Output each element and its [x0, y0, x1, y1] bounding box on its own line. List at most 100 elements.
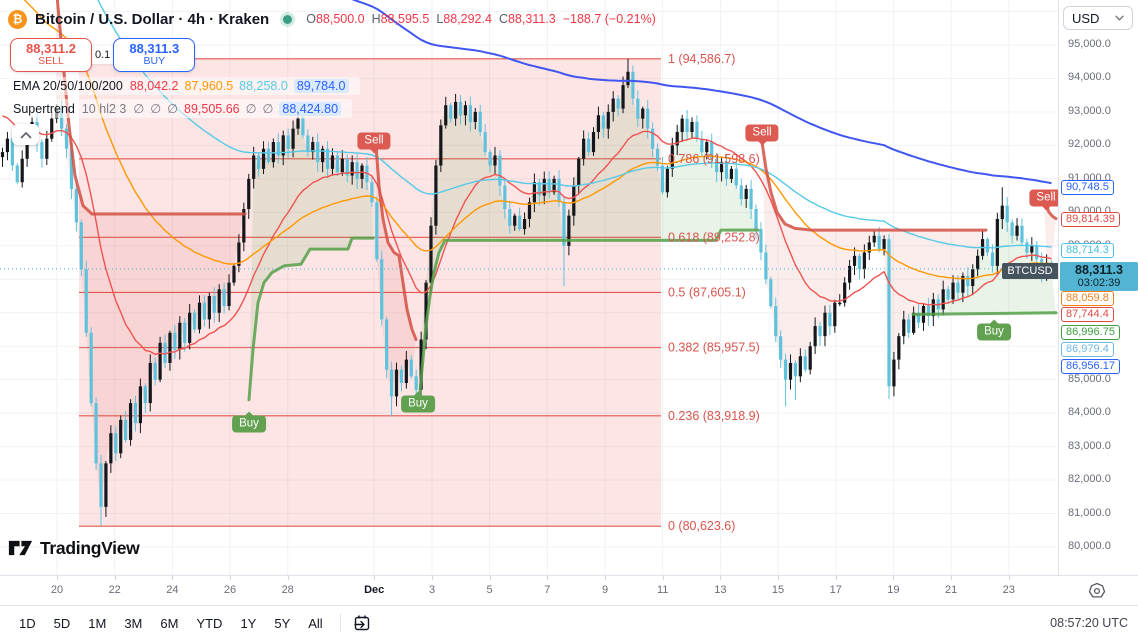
candle-body — [296, 118, 300, 129]
indicator-price-label: 88,059.8 — [1061, 291, 1114, 306]
indicator-price-label: 89,814.39 — [1061, 212, 1120, 227]
range-button-1d[interactable]: 1D — [10, 612, 45, 635]
candle-body — [907, 319, 911, 333]
candle-body — [276, 142, 280, 156]
candle-body — [572, 185, 576, 216]
candle-body — [247, 178, 251, 209]
candle-body — [99, 463, 103, 507]
candle-body — [212, 296, 216, 313]
candle-body — [591, 132, 596, 153]
candlestick-chart[interactable]: 1 (94,586.7) 0.786 (91,598.6) 0.618 (89,25… — [0, 0, 1058, 575]
ema-indicator-row[interactable]: EMA 20/50/100/200 88,042.2 87,960.5 88,258… — [8, 77, 360, 95]
clock-utc[interactable]: 08:57:20 UTC — [1050, 616, 1128, 630]
candle-body — [680, 118, 684, 133]
candle-body — [163, 342, 167, 363]
price-tick-label: 83,000.0 — [1068, 439, 1111, 452]
candle-body — [1035, 245, 1039, 260]
price-tick-label: 85,000.0 — [1068, 372, 1111, 385]
range-button-all[interactable]: All — [299, 612, 331, 635]
market-status-dot-icon[interactable] — [283, 14, 293, 24]
time-tick-mark — [951, 576, 953, 580]
supertrend-indicator-row[interactable]: Supertrend 10 hl2 3 ∅ ∅ ∅ 89,505.66 ∅ ∅ 88,424… — [8, 99, 353, 118]
time-tick-label: 13 — [714, 584, 727, 596]
candle-body — [651, 128, 655, 149]
candle-body — [596, 115, 601, 133]
candle-body — [1025, 242, 1029, 253]
supertrend-label: Supertrend — [13, 101, 75, 116]
price-tick-label: 84,000.0 — [1068, 406, 1111, 419]
candle-body — [547, 178, 551, 193]
candle-body — [902, 319, 906, 337]
range-button-5d[interactable]: 5D — [45, 612, 80, 635]
sell-button[interactable]: 88,311.2 SELL — [10, 38, 92, 72]
candle-body — [20, 158, 24, 183]
candle-body — [178, 322, 182, 350]
time-tick-label: 26 — [223, 584, 237, 596]
candle-body — [133, 403, 138, 424]
fib-level-label: 0.382 (85,957.5) — [668, 341, 760, 355]
candle-body — [261, 148, 266, 169]
close-value: 88,311.3 — [507, 12, 556, 26]
collapse-panel-button[interactable] — [12, 124, 39, 145]
candle-body — [291, 128, 295, 149]
currency-dropdown[interactable]: USD — [1063, 6, 1133, 30]
candle-body — [89, 332, 93, 404]
tradingview-logo[interactable]: TradingView — [8, 537, 140, 559]
supertrend-params: 10 hl2 3 — [81, 101, 127, 116]
supertrend-value: ∅ — [133, 102, 145, 116]
chart-pane[interactable]: 1 (94,586.7) 0.786 (91,598.6) 0.618 (89,25… — [0, 0, 1058, 575]
candle-body — [941, 289, 945, 310]
range-button-3m[interactable]: 3M — [115, 612, 151, 635]
fib-level-label: 0.236 (83,918.9) — [668, 409, 760, 423]
range-button-5y[interactable]: 5Y — [265, 612, 299, 635]
price-tick-label: 93,000.0 — [1068, 104, 1111, 117]
candle-body — [483, 132, 487, 153]
candle-body — [271, 142, 275, 163]
go-to-date-button[interactable] — [349, 611, 375, 635]
time-tick-mark — [432, 576, 433, 580]
range-button-1y[interactable]: 1Y — [231, 612, 265, 635]
candle-body — [926, 306, 930, 317]
time-axis[interactable]: 20 22 24 26 28 Dec 3 5 7 9 11 13 15 17 19 21 23 — [0, 575, 1138, 605]
candle-body — [655, 148, 660, 166]
change-value: −188.7 (−0.21%) — [562, 12, 656, 26]
candle-body — [793, 362, 798, 377]
price-axis[interactable]: USD 95,000.0 94,000.0 93,000.0 92,000.0 91,0… — [1058, 0, 1138, 575]
candle-body — [985, 239, 990, 253]
candle-body — [719, 162, 724, 173]
range-button-ytd[interactable]: YTD — [187, 612, 231, 635]
candle-body — [330, 155, 335, 169]
candle-body — [646, 108, 650, 129]
candle-body — [188, 312, 192, 343]
candle-body — [69, 148, 74, 189]
chart-settings-icon[interactable] — [1088, 582, 1106, 600]
candle-body — [158, 342, 162, 380]
candle-body — [843, 282, 847, 303]
buy-label: BUY — [143, 55, 166, 68]
candle-body — [788, 362, 793, 380]
buy-signal-tag: Buy — [232, 411, 266, 433]
fib-level-label: 0 (80,623.6) — [668, 519, 735, 533]
candle-body — [153, 362, 157, 380]
candle-body — [527, 202, 532, 220]
candle-body — [404, 359, 408, 384]
symbol-title[interactable]: Bitcoin / U.S. Dollar · 4h · Kraken — [35, 10, 270, 28]
time-tick-label: 28 — [281, 584, 294, 596]
indicator-price-label: 90,748.5 — [1061, 180, 1114, 195]
range-button-6m[interactable]: 6M — [151, 612, 187, 635]
candle-body — [15, 165, 19, 183]
candle-body — [695, 121, 699, 139]
range-button-1m[interactable]: 1M — [79, 612, 115, 635]
candle-body — [252, 155, 256, 179]
supertrend-down-line — [374, 143, 418, 341]
time-tick-label: 15 — [771, 584, 785, 596]
supertrend-fill — [1044, 198, 1056, 269]
candle-body — [729, 168, 733, 179]
supertrend-fill — [56, 0, 245, 507]
price-tick-label: 95,000.0 — [1068, 38, 1111, 50]
buy-button[interactable]: 88,311.3 BUY — [113, 38, 196, 72]
indicator-price-label: 86,979.4 — [1061, 342, 1114, 357]
time-tick-label: 19 — [887, 584, 900, 596]
fib-level-label: 0.786 (91,598.6) — [668, 152, 760, 166]
